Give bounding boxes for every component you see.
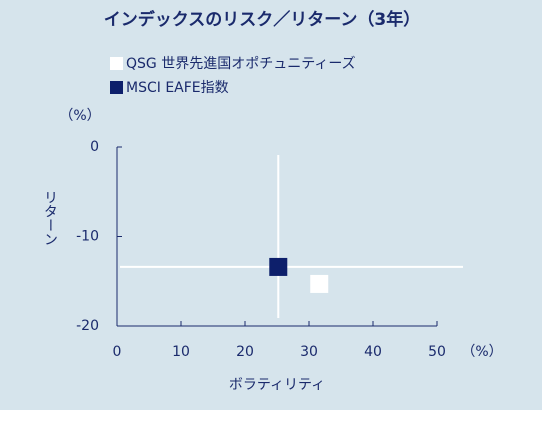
legend-label: MSCI EAFE指数 — [126, 80, 229, 96]
y-tick-label: 0 — [90, 139, 99, 155]
x-tick-label: 50 — [428, 344, 446, 360]
y-unit: （%） — [59, 108, 100, 124]
x-axis-title: ボラティリティ — [229, 377, 325, 393]
x-tick-label: 40 — [364, 344, 382, 360]
x-unit: （%） — [461, 344, 502, 360]
x-tick-label: 20 — [236, 344, 254, 360]
y-axis-title: リターン — [42, 190, 58, 246]
point — [269, 257, 288, 276]
x-tick-label: 30 — [300, 344, 318, 360]
legend-label: QSG 世界先進国オポチュニティーズ — [126, 56, 356, 72]
point — [310, 274, 329, 293]
legend-swatch — [110, 81, 123, 94]
legend-swatch — [110, 57, 123, 70]
chart-title: インデックスのリスク／リターン（3年） — [104, 9, 420, 30]
background — [0, 0, 542, 410]
y-tick-label: -20 — [76, 318, 99, 334]
y-tick-label: -10 — [76, 229, 99, 245]
x-tick-label: 0 — [113, 344, 122, 360]
x-tick-label: 10 — [172, 344, 190, 360]
